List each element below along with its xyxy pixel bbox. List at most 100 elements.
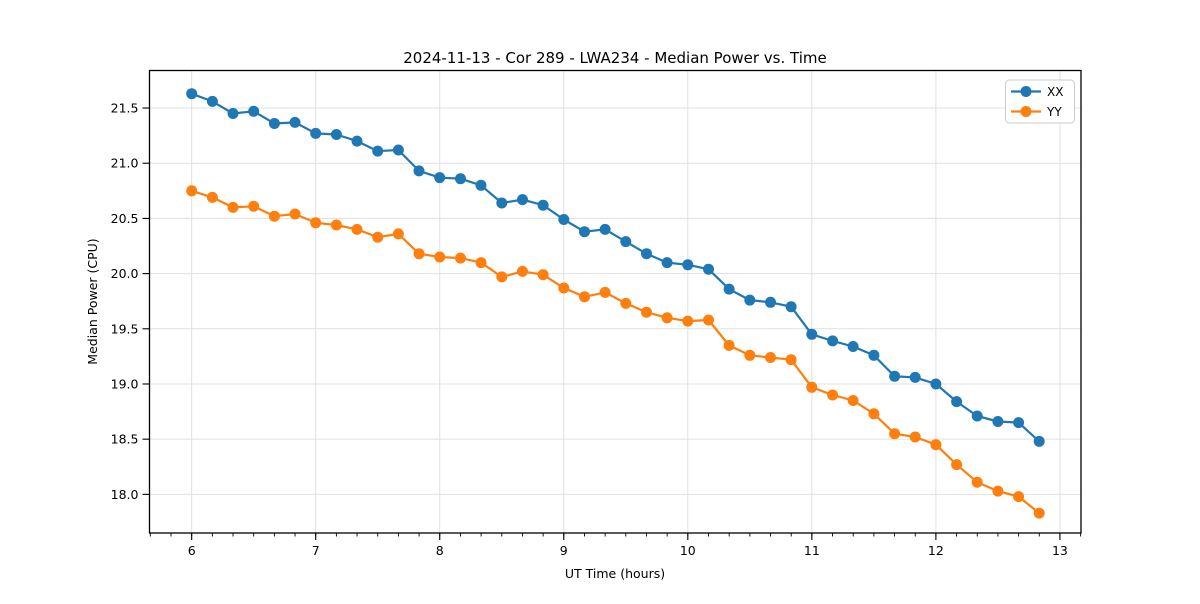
data-point-xx: [330, 129, 342, 140]
data-point-yy: [455, 252, 466, 264]
data-point-yy: [620, 297, 632, 309]
data-point-yy: [785, 354, 797, 366]
data-point-xx: [1013, 417, 1025, 429]
data-point-yy: [868, 408, 880, 420]
data-point-yy: [558, 282, 570, 294]
data-point-yy: [330, 219, 342, 231]
data-point-xx: [475, 179, 487, 191]
data-point-yy: [744, 349, 756, 361]
legend-marker-xx: [1020, 86, 1032, 97]
data-point-yy: [765, 352, 776, 363]
data-point-yy: [206, 191, 218, 203]
data-point-xx: [434, 172, 446, 184]
data-point-yy: [909, 431, 921, 443]
data-point-xx: [186, 88, 198, 100]
data-point-xx: [496, 197, 508, 209]
data-point-xx: [723, 283, 735, 295]
data-point-xx: [909, 371, 921, 383]
data-point-xx: [889, 370, 901, 382]
data-point-yy: [599, 286, 611, 298]
axis-tick-labels: 6 7 8 9 10 11 12 13 18.0 18.5 19.0 19.5 20.0 20.5 21.0…: [111, 101, 1068, 558]
data-point-xx: [971, 410, 983, 422]
series-line-xx: [191, 92, 1040, 443]
data-point-xx: [744, 294, 756, 306]
data-point-xx: [868, 349, 880, 361]
data-point-xx: [289, 116, 301, 128]
legend: XX YY: [1005, 79, 1075, 124]
data-point-xx: [951, 396, 963, 408]
data-point-xx: [599, 223, 611, 235]
data-point-yy: [847, 395, 859, 406]
data-point-xx: [413, 165, 425, 177]
data-point-yy: [827, 389, 839, 401]
data-point-xx: [930, 378, 942, 390]
data-point-xx: [992, 416, 1004, 427]
data-point-xx: [806, 328, 818, 340]
y-tick-label: 19.0: [111, 376, 139, 391]
axis-ticks: [142, 107, 1082, 540]
data-point-xx: [372, 145, 384, 157]
y-tick-label: 19.5: [111, 321, 139, 336]
data-point-xx: [620, 236, 632, 248]
data-point-yy: [806, 381, 818, 393]
data-point-xx: [703, 263, 714, 275]
data-point-yy: [971, 476, 983, 488]
data-point-xx: [847, 341, 859, 352]
data-point-xx: [310, 127, 322, 139]
series-xx: [186, 88, 1045, 447]
data-point-yy: [1033, 507, 1045, 519]
data-point-yy: [537, 269, 549, 281]
y-axis-label: Median Power (CPU): [85, 238, 100, 364]
data-point-xx: [641, 248, 652, 260]
data-point-xx: [785, 301, 797, 313]
data-point-yy: [434, 251, 446, 263]
data-point-xx: [517, 194, 528, 206]
series-yy: [186, 185, 1045, 519]
data-point-xx: [1033, 435, 1045, 447]
legend-label-xx: XX: [1047, 85, 1063, 99]
data-point-yy: [186, 185, 198, 197]
data-point-xx: [682, 259, 694, 271]
legend-box: [1005, 79, 1075, 124]
legend-entry-xx: XX: [1011, 85, 1063, 99]
data-point-xx: [248, 105, 260, 117]
x-tick-label: 6: [188, 543, 196, 558]
x-tick-label: 11: [804, 543, 820, 558]
data-point-yy: [930, 439, 942, 451]
data-point-yy: [392, 228, 404, 240]
data-point-yy: [268, 210, 280, 222]
data-point-xx: [227, 108, 239, 119]
data-point-yy: [227, 201, 239, 213]
data-point-xx: [455, 173, 466, 185]
series-line-yy: [191, 189, 1040, 514]
data-point-yy: [517, 265, 528, 277]
data-point-yy: [951, 459, 963, 471]
data-series-layer: [186, 88, 1045, 519]
data-point-yy: [889, 428, 901, 440]
chart-title: 2024-11-13 - Cor 289 - LWA234 - Median P…: [403, 49, 827, 67]
data-point-yy: [661, 312, 673, 324]
data-point-yy: [372, 231, 384, 243]
data-point-xx: [268, 118, 280, 129]
y-tick-label: 20.0: [111, 266, 139, 281]
data-point-xx: [537, 199, 549, 211]
y-tick-label: 20.5: [111, 211, 139, 226]
x-tick-label: 12: [928, 543, 944, 558]
data-point-yy: [310, 217, 322, 229]
data-point-yy: [248, 200, 260, 212]
x-tick-label: 8: [436, 543, 444, 558]
data-point-xx: [765, 296, 776, 308]
x-tick-label: 13: [1052, 543, 1068, 558]
data-point-yy: [992, 485, 1004, 497]
legend-marker-yy: [1020, 106, 1032, 117]
data-point-yy: [1013, 491, 1025, 503]
y-tick-label: 18.5: [111, 432, 139, 447]
x-tick-label: 7: [312, 543, 320, 558]
data-point-yy: [641, 306, 652, 318]
x-tick-label: 10: [680, 543, 696, 558]
data-point-yy: [351, 223, 363, 235]
plot-area-border: [148, 69, 1082, 534]
legend-label-yy: YY: [1046, 105, 1062, 119]
